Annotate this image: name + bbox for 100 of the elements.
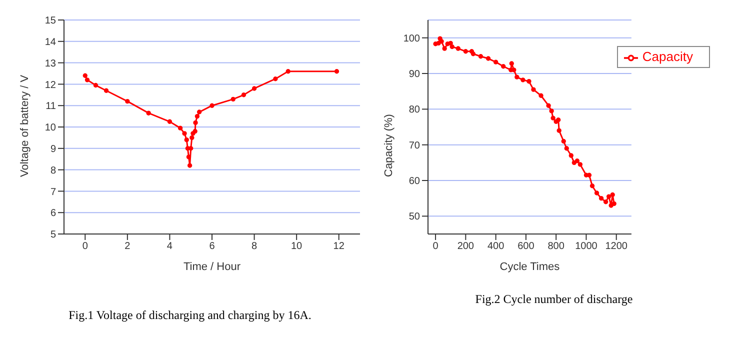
point [561, 138, 566, 144]
point [493, 60, 498, 64]
point [608, 203, 614, 208]
y-tick-label: 5 [50, 230, 56, 241]
point [188, 146, 194, 151]
y-tick-label: 60 [408, 176, 420, 188]
point [568, 153, 574, 158]
x-tick-label: 800 [548, 241, 565, 252]
y-tick-label: 8 [50, 165, 56, 176]
point [84, 78, 90, 82]
y-tick-label: 7 [50, 186, 56, 198]
point [187, 163, 192, 168]
point [500, 64, 506, 69]
point [526, 78, 532, 84]
point [125, 98, 130, 104]
y-tick-label: 80 [408, 104, 420, 116]
point [538, 93, 544, 98]
x-tick-label: 4 [166, 241, 173, 252]
y-axis-title: Capacity (%) [382, 114, 395, 177]
x-tick-label: 0 [82, 241, 88, 252]
point [192, 128, 198, 134]
point [334, 69, 340, 74]
legend-label: Capacity [642, 49, 693, 64]
point [512, 68, 516, 72]
point [486, 56, 491, 61]
point [230, 96, 236, 102]
point [190, 135, 194, 140]
point [436, 40, 441, 46]
point [186, 154, 192, 160]
point [598, 196, 604, 201]
y-tick-label: 6 [50, 208, 56, 220]
point [478, 54, 484, 59]
point [463, 49, 468, 54]
point [178, 126, 183, 130]
point [556, 118, 561, 122]
point [146, 110, 151, 116]
point [556, 128, 562, 133]
point [104, 88, 109, 93]
point [167, 119, 172, 124]
point [210, 103, 214, 108]
point [182, 131, 187, 136]
point [550, 116, 556, 120]
point [531, 87, 536, 92]
point [273, 76, 278, 82]
x-tick-label: 6 [209, 241, 216, 252]
y-tick-label: 13 [44, 58, 56, 70]
y-tick-label: 70 [408, 140, 420, 152]
y-tick-label: 11 [46, 101, 56, 112]
text: Fig.2 Cycle number of discharge [474, 292, 634, 307]
x-tick-label: 12 [333, 241, 345, 252]
x-tick-label: 2 [124, 241, 131, 252]
point [442, 46, 447, 51]
point [509, 61, 514, 66]
point [252, 86, 257, 91]
y-tick-label: 9 [50, 144, 56, 155]
point [546, 103, 551, 108]
point [590, 184, 595, 188]
y-axis-title: Voltage of battery / V [18, 74, 31, 177]
y-tick-label: 12 [44, 80, 56, 91]
point [610, 192, 615, 198]
y-tick-label: 14 [44, 36, 56, 48]
point [572, 160, 577, 166]
point [549, 108, 554, 114]
point [470, 52, 476, 56]
point [184, 137, 189, 142]
point [196, 110, 202, 114]
x-tick-label: 0 [432, 241, 439, 252]
point [456, 46, 460, 51]
point [594, 190, 600, 196]
x-tick-label: 1200 [605, 241, 628, 252]
y-tick-label: 50 [408, 212, 420, 223]
x-tick-label: 8 [252, 241, 258, 252]
x-tick-label: 600 [518, 241, 535, 252]
point [439, 39, 444, 44]
point [520, 78, 526, 82]
point [194, 114, 200, 119]
point [574, 158, 580, 164]
point [514, 74, 520, 80]
point [241, 92, 246, 98]
x-tick-label: 200 [457, 241, 474, 252]
point [564, 146, 569, 151]
x-axis-title: Time / Hour [183, 261, 241, 273]
point [193, 120, 198, 126]
x-axis-title: Cycle Times [500, 261, 560, 273]
y-tick-label: 15 [44, 16, 56, 27]
y-tick-label: 10 [44, 122, 56, 134]
point [578, 162, 583, 167]
y-tick-label: 90 [408, 69, 420, 80]
point [286, 69, 290, 74]
x-tick-label: 400 [487, 241, 505, 252]
y-tick-label: 100 [403, 33, 420, 44]
point [612, 201, 616, 206]
point [82, 73, 88, 78]
point [603, 200, 608, 204]
x-tick-label: 10 [291, 241, 303, 252]
x-tick-label: 1000 [575, 241, 598, 252]
text: Fig.1 Voltage of discharging and charging by 16A. [68, 308, 312, 323]
point [606, 194, 612, 199]
point [450, 44, 454, 50]
point [448, 40, 453, 46]
